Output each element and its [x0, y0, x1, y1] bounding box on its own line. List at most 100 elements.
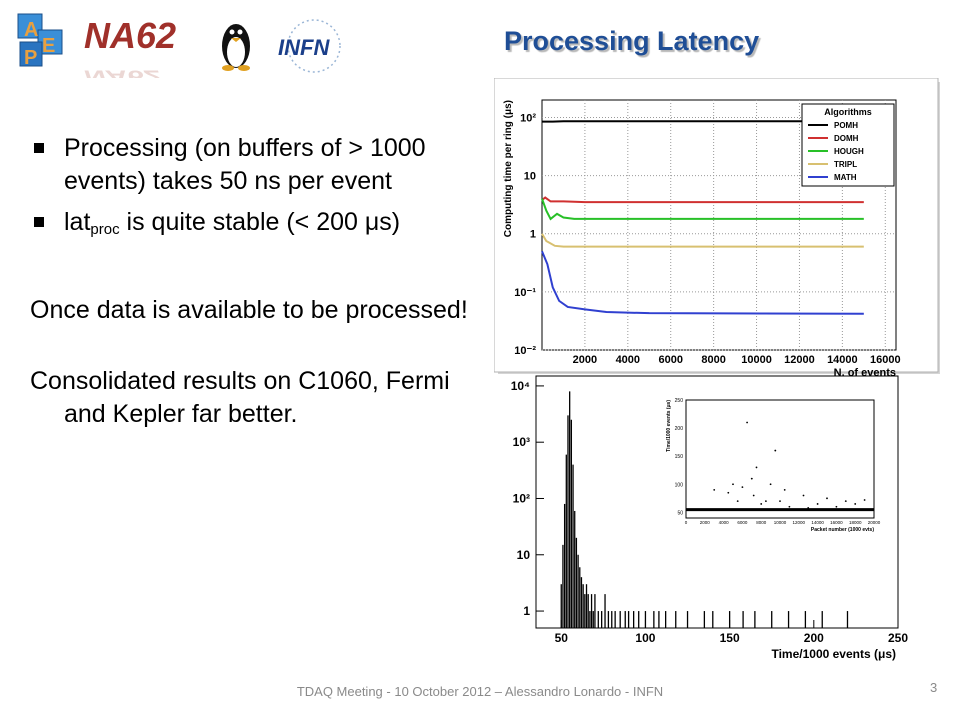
legend-box — [801, 103, 895, 187]
inset-scatter-point — [844, 500, 847, 503]
inset-x-tick-label: 18000 — [849, 520, 862, 525]
series-line-domh — [541, 196, 864, 204]
series-line-math — [541, 250, 864, 315]
na62-logo-icon: NA62 NA62 — [84, 15, 176, 78]
y-tick-label: 1 — [530, 229, 536, 241]
inset-scatter-point — [713, 489, 716, 491]
inset-scatter-point — [765, 500, 767, 503]
y-tick-label: 10 — [517, 548, 531, 562]
legend-entry: POMH — [834, 121, 858, 130]
slide-title: Processing Latency — [504, 26, 760, 56]
inset-x-axis-label: Packet number (1000 evts) — [811, 527, 874, 533]
inset-x-tick-label: 0 — [685, 520, 688, 525]
svg-text:E: E — [42, 35, 55, 57]
series-line-hough — [541, 198, 864, 221]
x-tick-label: 8000 — [701, 354, 725, 366]
histogram-chart: 1 10 10² 10³ 10⁴ 50 100 150 200 250 Time/1000 even… — [511, 375, 908, 661]
x-tick-label: 16000 — [870, 354, 901, 366]
inset-scatter-point — [816, 503, 819, 505]
inset-scatter-point — [769, 483, 772, 486]
series-line-tripl — [541, 233, 864, 248]
bullet-text-a: lat — [64, 208, 91, 236]
y-tick-label: 10² — [520, 112, 536, 124]
x-tick-label: 250 — [888, 631, 908, 645]
inset-scatter-point — [774, 449, 777, 452]
ape-logo-icon: A P E — [17, 13, 63, 69]
latency-line-chart: 2000 4000 6000 8000 10000 12000 14000 16000 10⁻²… — [494, 78, 940, 378]
inset-scatter-point — [760, 503, 763, 505]
bullet-square-icon — [34, 217, 44, 227]
x-tick-label: 50 — [555, 631, 569, 645]
inset-x-tick-label: 10000 — [774, 520, 787, 525]
legend-entry: HOUGH — [834, 147, 864, 156]
inset-x-tick-label: 4000 — [719, 520, 730, 525]
legend-entry: TRIPL — [834, 160, 857, 169]
x-tick-label: 4000 — [616, 354, 640, 366]
legend-entry: DOMH — [834, 134, 859, 143]
inset-x-tick-label: 2000 — [700, 520, 711, 525]
inset-x-tick-label: 14000 — [811, 520, 824, 525]
x-tick-label: 10000 — [741, 354, 772, 366]
inset-scatter-point — [788, 505, 791, 508]
x-tick-label: 2000 — [573, 354, 597, 366]
inset-x-tick-label: 8000 — [756, 520, 767, 525]
infn-logo-icon: INFN — [278, 19, 341, 73]
inset-y-tick-label: 200 — [675, 426, 684, 432]
y-tick-label: 10⁻² — [514, 345, 536, 357]
x-tick-label: 200 — [804, 631, 824, 645]
svg-text:INFN: INFN — [278, 35, 330, 60]
paragraph-availability: Once data is available to be processed! — [30, 296, 468, 324]
x-tick-label: 6000 — [658, 354, 682, 366]
x-tick-label: 14000 — [827, 354, 858, 366]
paragraph-consolidated: Consolidated results on C1060, Fermi and… — [30, 367, 450, 428]
inset-x-tick-label: 20000 — [868, 520, 881, 525]
y-tick-label: 10⁻¹ — [514, 287, 536, 299]
inset-y-tick-label: 150 — [675, 454, 684, 460]
inset-scatter-point — [826, 497, 828, 500]
inset-scatter-point — [752, 494, 755, 497]
x-tick-label: 12000 — [784, 354, 815, 366]
x-axis-label: N. of events — [834, 367, 896, 378]
svg-text:A: A — [24, 19, 38, 41]
inset-scatter-point — [807, 506, 810, 509]
inset-scatter-point — [854, 503, 857, 505]
inset-plot-area — [685, 399, 875, 519]
svg-text:NA62: NA62 — [84, 15, 176, 56]
inset-scatter-point — [835, 505, 838, 508]
y-tick-label: 10² — [513, 491, 530, 505]
inset-scatter-point — [746, 421, 748, 424]
footer-text: TDAQ Meeting - 10 October 2012 – Alessan… — [296, 684, 664, 699]
bullet-subscript: proc — [90, 221, 120, 238]
bullet-text-b: is quite stable (< 200 μs) — [119, 208, 401, 236]
y-tick-label: 10³ — [513, 435, 530, 449]
inset-y-tick-label: 100 — [675, 482, 684, 488]
legend-title: Algorithms — [824, 107, 872, 117]
y-tick-label: 10 — [524, 171, 536, 183]
inset-x-tick-label: 12000 — [793, 520, 806, 525]
svg-text:P: P — [24, 47, 37, 69]
bullet-item: Processing (on buffers of > 1000 events)… — [30, 132, 485, 198]
legend-entry: MATH — [834, 173, 857, 182]
logo-strip: A P E NA62 NA62 INFN — [17, 13, 341, 78]
inset-scatter-point — [755, 466, 758, 469]
x-axis-label: Time/1000 events (μs) — [771, 647, 896, 661]
inset-x-tick-label: 16000 — [830, 520, 843, 525]
bullet-square-icon — [34, 143, 44, 153]
inset-x-tick-label: 6000 — [737, 520, 748, 525]
tux-penguin-icon — [222, 24, 250, 71]
page-number: 3 — [930, 680, 938, 695]
inset-scatter-point — [727, 491, 730, 494]
bullet-item: latproc is quite stable (< 200 μs) — [30, 206, 485, 246]
y-tick-label: 1 — [523, 604, 530, 618]
y-tick-label: 10⁴ — [511, 379, 530, 393]
inset-scatter-point — [802, 494, 805, 497]
inset-scatter-point — [741, 486, 744, 488]
x-tick-label: 150 — [720, 631, 740, 645]
inset-scatter-point — [863, 499, 866, 501]
inset-scatter-point — [783, 489, 786, 491]
bullet-list: Processing (on buffers of > 1000 events)… — [30, 132, 485, 431]
x-tick-label: 100 — [635, 631, 655, 645]
inset-y-axis-label: Time/1000 events (μs) — [666, 400, 672, 452]
inset-scatter-point — [779, 500, 781, 503]
inset-scatter-point — [732, 483, 734, 486]
